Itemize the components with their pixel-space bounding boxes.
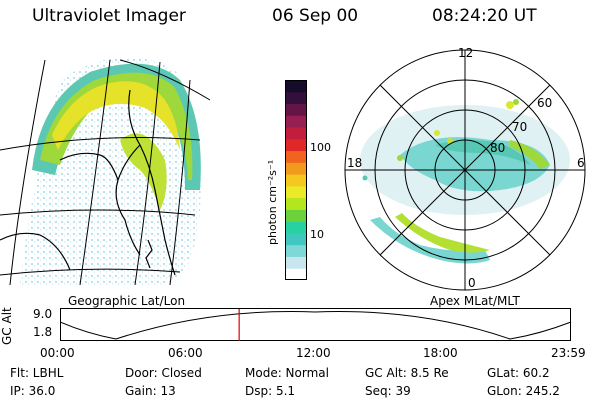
date-label: 06 Sep 00 [272, 6, 359, 26]
status-panel: Flt: LBHL Door: Closed Mode: Normal GC A… [0, 364, 600, 400]
altitude-plot [60, 308, 572, 341]
ip-status: IP: 36.0 [10, 384, 56, 398]
glat-status: GLat: 60.2 [487, 366, 550, 380]
colorbar-segment [285, 174, 307, 187]
mlt-label-12: 12 [458, 46, 474, 60]
door-status: Door: Closed [125, 366, 202, 380]
mlt-label-18: 18 [347, 156, 363, 170]
lat-label-60: 60 [537, 96, 553, 110]
gc-alt-status: GC Alt: 8.5 Re [365, 366, 449, 380]
colorbar-segment [285, 256, 307, 269]
glon-status: GLon: 245.2 [487, 384, 560, 398]
colorbar-tick-10: 10 [310, 228, 324, 241]
xtick-0000: 00:00 [40, 346, 75, 360]
colorbar-segment [285, 162, 307, 175]
colorbar-segment [285, 103, 307, 116]
filter-status: Flt: LBHL [10, 366, 64, 380]
colorbar-segment [285, 80, 307, 93]
geographic-map [0, 57, 211, 285]
instrument-title: Ultraviolet Imager [32, 6, 186, 26]
colorbar-segment [285, 185, 307, 199]
colorbar-segment [285, 209, 307, 222]
polar-plot [344, 49, 586, 291]
colorbar-segment [285, 138, 307, 152]
colorbar-tick-100: 100 [310, 141, 331, 154]
colorbar-segment [285, 244, 307, 257]
lat-label-80: 80 [490, 141, 506, 155]
colorbar-unit-label: photon cm⁻²s⁻¹ [266, 159, 279, 245]
seq-status: Seq: 39 [365, 384, 411, 398]
dsp-status: Dsp: 5.1 [245, 384, 296, 398]
mlt-label-0: 0 [468, 276, 476, 290]
gain-status: Gain: 13 [125, 384, 176, 398]
colorbar-segment [285, 150, 307, 163]
header-bar: Ultraviolet Imager 06 Sep 00 08:24:20 UT [0, 0, 600, 40]
colorbar-segment [285, 197, 307, 210]
colorbar-segment [285, 232, 307, 246]
xtick-2359: 23:59 [551, 346, 586, 360]
xtick-1800: 18:00 [423, 346, 458, 360]
geographic-projection-label: Geographic Lat/Lon [68, 294, 186, 308]
colorbar-segment [285, 91, 307, 105]
mlt-label-6: 6 [577, 156, 585, 170]
xtick-1200: 12:00 [296, 346, 331, 360]
altitude-xticks: 00:00 06:00 12:00 18:00 23:59 [0, 346, 600, 362]
time-label: 08:24:20 UT [432, 6, 537, 26]
colorbar-segment [285, 115, 307, 128]
colorbar-segment [285, 221, 307, 234]
altitude-ytick-bottom: 1.8 [33, 325, 53, 339]
xtick-0600: 06:00 [168, 346, 203, 360]
colorbar-segment [285, 127, 307, 140]
altitude-axis-label: GC Alt [0, 307, 14, 345]
mode-status: Mode: Normal [245, 366, 329, 380]
colorbar-segment [285, 268, 307, 280]
colorbar [285, 80, 307, 280]
altitude-ytick-top: 9.0 [33, 307, 53, 321]
colorbar-ticks: 100 10 [310, 80, 340, 280]
lat-label-70: 70 [512, 120, 528, 134]
apex-projection-label: Apex MLat/MLT [430, 294, 520, 308]
